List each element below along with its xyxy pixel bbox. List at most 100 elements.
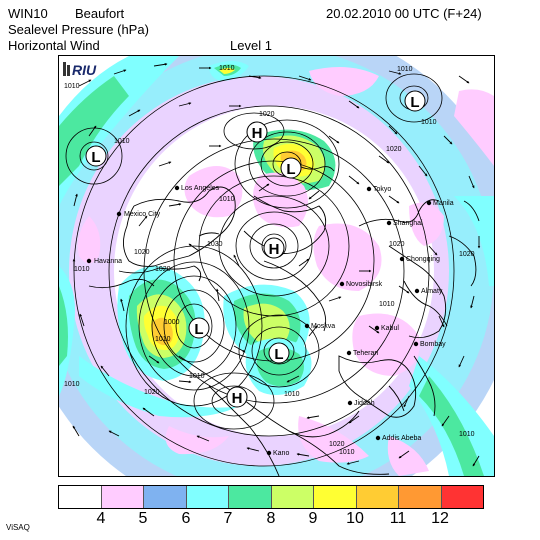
isobar-label: 1020 — [134, 249, 150, 256]
city-marker — [86, 258, 92, 264]
legend-tick-label: 8 — [266, 510, 276, 527]
isobar-label: 1010 — [189, 373, 205, 380]
city-marker — [413, 341, 419, 347]
isobar-label: 1010 — [155, 336, 171, 343]
isobar-label: 1010 — [219, 65, 235, 72]
city-marker — [375, 435, 381, 441]
city-marker — [339, 281, 345, 287]
isobar-label: 1010 — [64, 381, 80, 388]
city-marker — [426, 200, 432, 206]
pressure-center-layer: L L L L L H H — [85, 90, 426, 408]
city-marker — [116, 211, 122, 217]
variable-label: Beaufort — [75, 6, 125, 21]
low-pressure-symbol: L — [194, 321, 203, 338]
low-pressure-marker: L — [85, 145, 107, 167]
isobar-label: 1010 — [74, 266, 90, 273]
city-marker — [347, 400, 353, 406]
city-label: Teheran — [353, 350, 378, 357]
isobar-label: 1020 — [329, 441, 345, 448]
model-label: WIN10 — [8, 6, 48, 21]
city-label: Almaty — [421, 288, 443, 295]
city-label: Jiddah — [354, 400, 375, 407]
legend-swatch — [144, 486, 187, 508]
city-label: Kabul — [381, 325, 399, 332]
legend-swatch — [271, 486, 314, 508]
legend-tick-label: 11 — [389, 510, 407, 527]
isobar-label: 1010 — [114, 138, 130, 145]
legend-swatch — [399, 486, 442, 508]
city-marker — [346, 350, 352, 356]
isobar-label: 1000 — [164, 319, 180, 326]
isobar-label: 1020 — [259, 111, 275, 118]
low-pressure-symbol: L — [410, 94, 419, 111]
city-label: Mexico City — [124, 211, 161, 218]
isobar-layer — [65, 73, 455, 467]
high-pressure-symbol: H — [269, 241, 280, 258]
low-pressure-symbol: L — [91, 149, 100, 166]
city-marker — [304, 323, 310, 329]
low-pressure-symbol: L — [286, 161, 295, 178]
map-canvas: L L L L L H H — [59, 56, 494, 476]
legend-tick-label: 5 — [138, 510, 148, 527]
high-pressure-marker: H — [263, 237, 285, 259]
isobar-label: 1010 — [284, 391, 300, 398]
legend-swatch — [186, 486, 229, 508]
visaq-credit: ViSAQ — [6, 523, 30, 532]
city-label: Manila — [433, 200, 454, 207]
city-label: Addis Abeba — [382, 435, 421, 442]
legend-swatch — [356, 486, 399, 508]
city-label: Los Angeles — [181, 185, 220, 192]
valid-time: 20.02.2010 00 UTC (F+24) — [326, 6, 482, 21]
low-pressure-marker: L — [404, 90, 426, 112]
city-marker — [174, 185, 180, 191]
riu-logo: RIU — [63, 62, 97, 78]
city-label: Novosibirsk — [346, 281, 383, 288]
isobar-label: 1010 — [397, 66, 413, 73]
legend-tick-label: 7 — [223, 510, 233, 527]
low-pressure-marker: L — [188, 317, 210, 339]
city-label: Shanghai — [393, 220, 423, 227]
level-label: Level 1 — [230, 38, 272, 53]
city-label: Chongqing — [406, 256, 440, 263]
city-marker — [266, 450, 272, 456]
isobar-label: 1010 — [459, 431, 475, 438]
high-pressure-symbol: H — [252, 125, 263, 142]
isobar-label: 1010 — [379, 301, 395, 308]
isobar-label-layer: 1010 1010 1010 1010 1020 1010 1020 1030 … — [64, 65, 475, 456]
legend-tick-label: 4 — [96, 510, 106, 527]
isobar-label: 1010 — [421, 119, 437, 126]
city-marker — [399, 256, 405, 262]
weather-map: L L L L L H H — [58, 55, 495, 477]
city-label: Moskva — [311, 323, 335, 330]
high-pressure-symbol: H — [232, 390, 243, 407]
isobar-label: 1010 — [219, 196, 235, 203]
isobar-label: 1020 — [155, 266, 171, 273]
city-marker — [414, 288, 420, 294]
legend-swatch — [101, 486, 144, 508]
logo-text: RIU — [72, 62, 97, 78]
isobar-label: 1030 — [207, 241, 223, 248]
legend-tick-label: 10 — [346, 510, 364, 527]
city-label: Tokyo — [373, 186, 391, 193]
city-layer: Los Angeles Mexico City Havanna Tokyo Sh… — [86, 185, 454, 457]
low-pressure-marker: L — [280, 157, 302, 179]
legend-tick-label: 12 — [431, 510, 449, 527]
legend-swatch — [314, 486, 357, 508]
isobar-label: 1020 — [386, 146, 402, 153]
city-label: Havanna — [94, 258, 122, 265]
city-marker — [374, 325, 380, 331]
legend-swatch — [441, 486, 483, 508]
wind-title: Horizontal Wind — [8, 38, 100, 53]
isobar-label: 1020 — [144, 389, 160, 396]
legend-tick-label: 6 — [181, 510, 191, 527]
legend-swatch — [229, 486, 272, 508]
city-label: Kano — [273, 450, 289, 457]
isobar-label: 1020 — [389, 241, 405, 248]
city-marker — [366, 186, 372, 192]
isobar-label: 1010 — [339, 449, 355, 456]
low-pressure-symbol: L — [274, 346, 283, 363]
legend-swatch — [59, 486, 102, 508]
city-label: Bombay — [420, 341, 446, 348]
pressure-title: Sealevel Pressure (hPa) — [8, 22, 149, 37]
high-pressure-marker: H — [246, 121, 268, 143]
